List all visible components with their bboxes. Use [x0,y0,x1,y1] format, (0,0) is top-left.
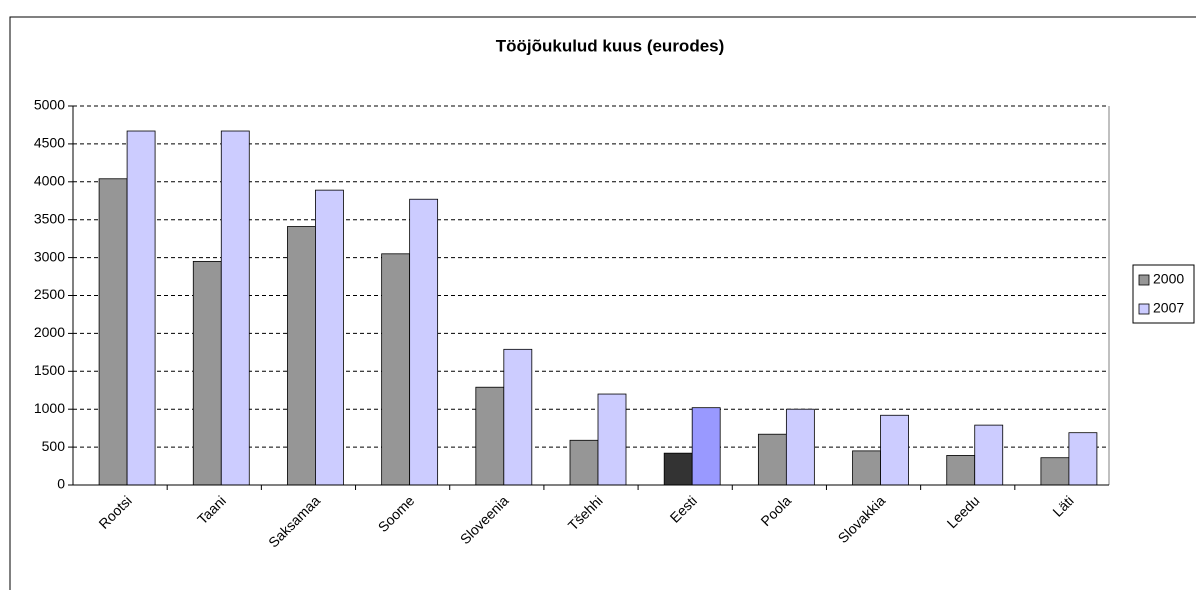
bar [475,386,505,486]
y-tick-label: 3000 [34,248,65,264]
bar [663,452,693,486]
bar [315,189,344,486]
y-tick-label: 500 [42,438,66,454]
chart-title: Tööjõukulud kuus (eurodes) [496,36,725,55]
bar [98,178,128,486]
bar [852,450,881,486]
y-tick-label: 1000 [34,400,65,416]
bar [946,455,976,486]
legend-label: 2000 [1153,271,1184,287]
bar [757,433,787,486]
bar [287,226,316,486]
y-tick-label: 0 [57,476,65,492]
legend-swatch [1138,274,1150,286]
bar [220,130,250,486]
legend-label: 2007 [1153,300,1184,316]
y-tick-label: 1500 [34,362,65,378]
legend-swatch [1138,303,1150,315]
y-tick-label: 2500 [34,286,65,302]
bar [880,414,909,486]
bar [192,260,222,486]
y-tick-label: 4500 [34,135,65,151]
y-tick-label: 5000 [34,97,65,113]
y-tick-label: 2000 [34,324,65,340]
bar [691,407,721,486]
bar [381,253,411,486]
bar [1068,432,1098,486]
bar [597,393,627,486]
bar [503,348,533,486]
bar [569,439,599,486]
bar [974,424,1004,486]
bar [126,130,156,486]
bar [409,198,439,486]
bar [1040,457,1070,486]
y-tick-label: 3500 [34,210,65,226]
y-tick-label: 4000 [34,173,65,189]
bar [785,408,815,486]
